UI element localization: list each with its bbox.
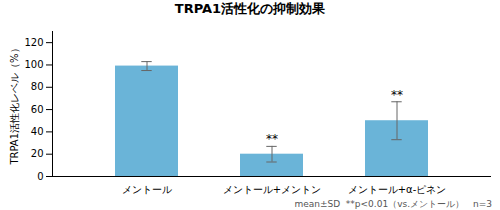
svg-text:**: ** <box>266 132 278 146</box>
svg-text:TRPA1活性化レベル（%）: TRPA1活性化レベル（%） <box>9 43 20 165</box>
svg-text:20: 20 <box>31 148 44 159</box>
svg-text:120: 120 <box>24 37 43 48</box>
html-text:TRPA1活性化の抑制効果: TRPA1活性化の抑制効果 <box>174 1 326 16</box>
svg-text:0: 0 <box>37 171 43 182</box>
svg-text:**: ** <box>391 88 403 102</box>
svg-text:メントール+α-ピネン: メントール+α-ピネン <box>348 184 447 195</box>
svg-text:メントール: メントール <box>122 184 172 195</box>
html-text:mean±SD **p<0.01（vs.メントール） n=3: mean±SD **p<0.01（vs.メントール） n=3 <box>294 199 492 209</box>
svg-text:100: 100 <box>24 59 43 70</box>
svg-text:80: 80 <box>31 81 44 92</box>
svg-text:60: 60 <box>31 104 44 115</box>
svg-text:メントール+メントン: メントール+メントン <box>223 184 321 195</box>
svg-text:40: 40 <box>31 126 44 137</box>
